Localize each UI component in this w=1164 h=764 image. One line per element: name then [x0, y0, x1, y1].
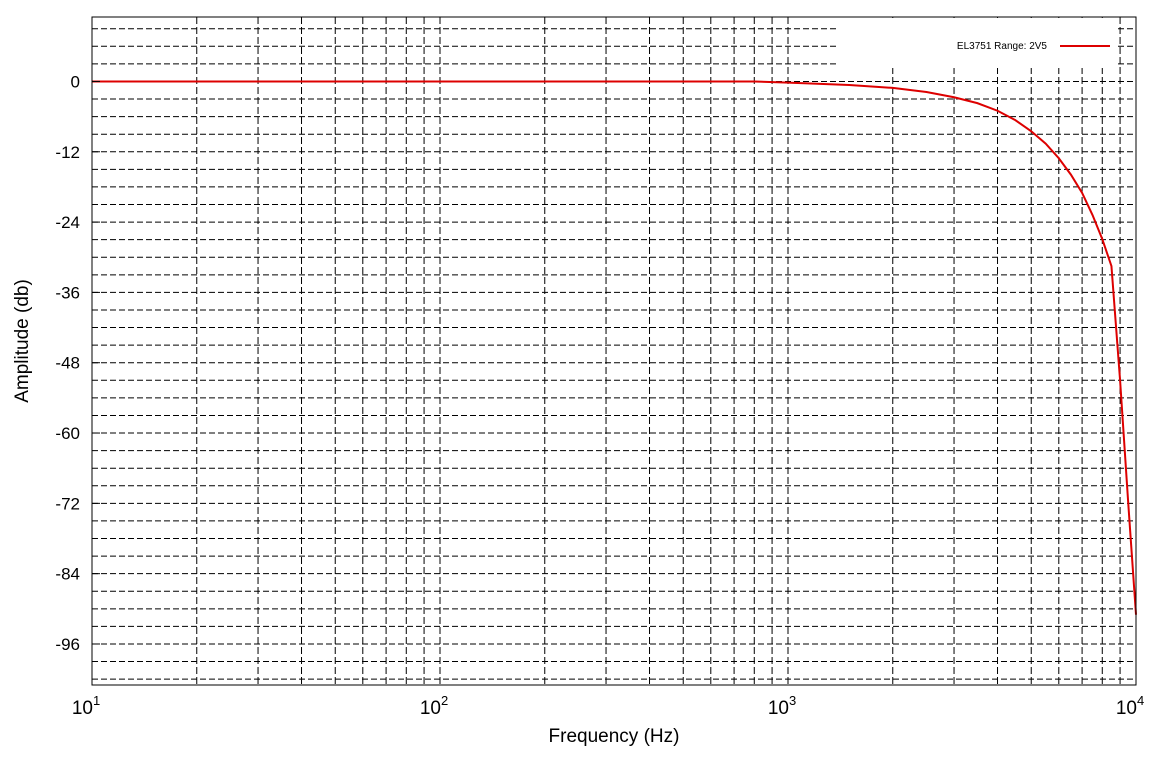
y-tick-label: -24	[55, 213, 80, 232]
series-line-0	[92, 80, 1137, 615]
y-tick-label: -12	[55, 143, 80, 162]
y-tick-label: -48	[55, 354, 80, 373]
plot-frame	[91, 16, 1137, 686]
x-tick-label: 102	[420, 693, 448, 719]
y-axis-title: Amplitude (db)	[12, 279, 33, 403]
y-tick-label: -84	[55, 565, 80, 584]
y-tick-label: -60	[55, 424, 80, 443]
y-tick-label: -36	[55, 283, 80, 302]
y-axis-ticks: 0 -12 -24 -36 -48 -60 -72 -84 -96	[55, 72, 100, 654]
y-tick-label: -72	[55, 494, 80, 513]
x-tick-label: 103	[768, 693, 796, 719]
legend-background	[838, 18, 1118, 68]
legend: EL3751 Range: 2V5	[838, 18, 1118, 68]
legend-label: EL3751 Range: 2V5	[957, 41, 1048, 52]
x-axis-title: Frequency (Hz)	[549, 726, 680, 747]
x-tick-label: 104	[1116, 693, 1144, 719]
x-tick-label: 101	[72, 693, 100, 719]
series-layer	[92, 80, 1137, 615]
x-axis-ticks: 101 102 103 104	[72, 693, 1144, 719]
y-tick-label: -96	[55, 635, 80, 654]
grid	[92, 17, 1136, 685]
y-tick-label: 0	[71, 72, 80, 91]
